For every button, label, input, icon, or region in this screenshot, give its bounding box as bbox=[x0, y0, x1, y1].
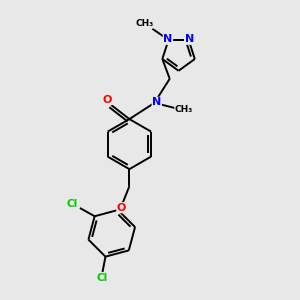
Text: CH₃: CH₃ bbox=[175, 105, 193, 114]
Text: CH₃: CH₃ bbox=[136, 19, 154, 28]
Text: O: O bbox=[103, 95, 112, 105]
Text: N: N bbox=[152, 97, 161, 107]
Text: Cl: Cl bbox=[97, 273, 108, 284]
Text: N: N bbox=[163, 34, 172, 44]
Text: N: N bbox=[184, 34, 194, 44]
Text: O: O bbox=[117, 203, 126, 213]
Text: Cl: Cl bbox=[67, 200, 78, 209]
